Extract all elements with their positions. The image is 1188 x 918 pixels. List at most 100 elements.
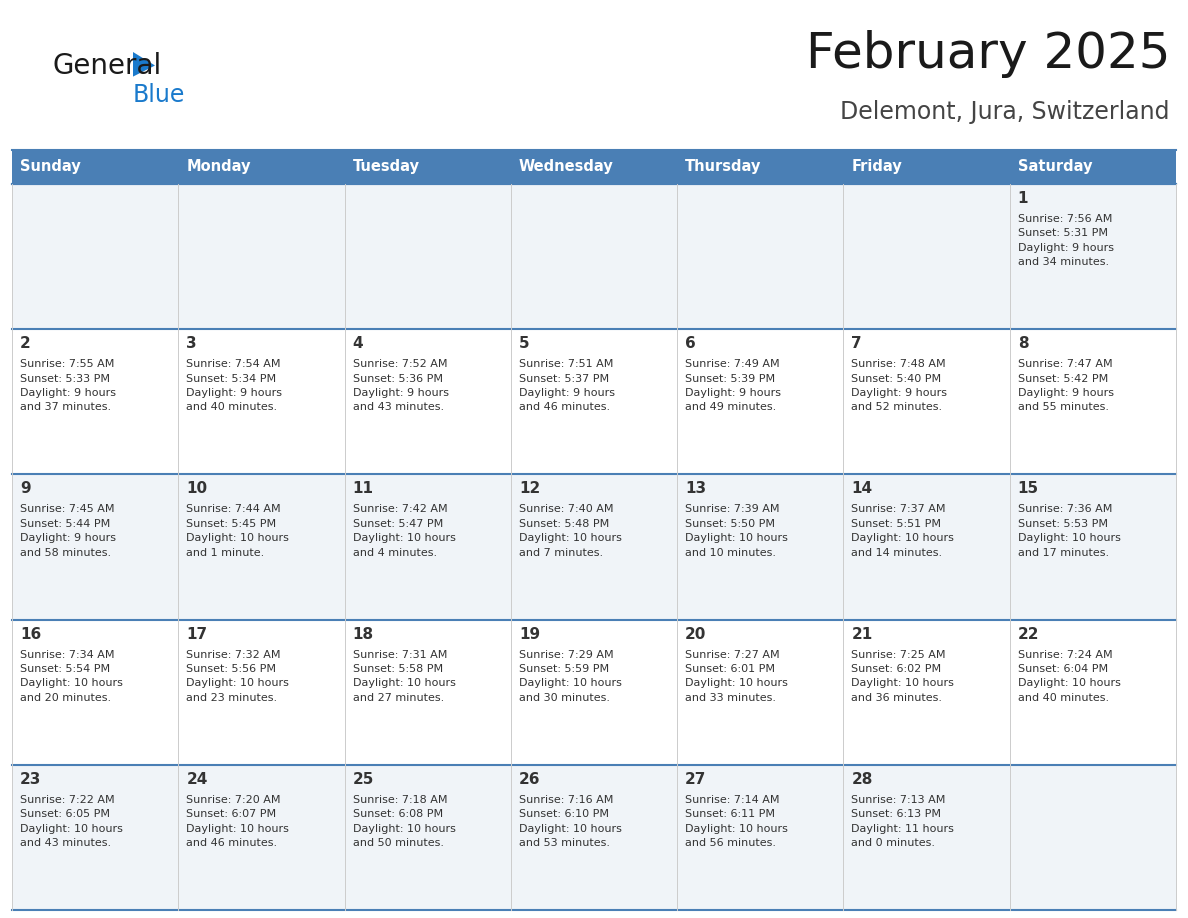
Bar <box>843 330 1010 475</box>
Bar <box>677 620 843 765</box>
Text: 28: 28 <box>852 772 873 787</box>
Bar <box>178 330 345 475</box>
Bar <box>511 330 677 475</box>
Bar <box>1010 475 1176 620</box>
Text: Sunday: Sunday <box>20 160 81 174</box>
Text: 18: 18 <box>353 627 374 642</box>
Bar <box>345 150 511 184</box>
Bar <box>345 475 511 620</box>
Text: Sunrise: 7:40 AM
Sunset: 5:48 PM
Daylight: 10 hours
and 7 minutes.: Sunrise: 7:40 AM Sunset: 5:48 PM Dayligh… <box>519 504 621 557</box>
Text: 22: 22 <box>1018 627 1040 642</box>
Text: Monday: Monday <box>187 160 251 174</box>
Text: Sunrise: 7:34 AM
Sunset: 5:54 PM
Daylight: 10 hours
and 20 minutes.: Sunrise: 7:34 AM Sunset: 5:54 PM Dayligh… <box>20 650 122 703</box>
Text: Sunrise: 7:25 AM
Sunset: 6:02 PM
Daylight: 10 hours
and 36 minutes.: Sunrise: 7:25 AM Sunset: 6:02 PM Dayligh… <box>852 650 954 703</box>
Text: Wednesday: Wednesday <box>519 160 614 174</box>
Text: Sunrise: 7:22 AM
Sunset: 6:05 PM
Daylight: 10 hours
and 43 minutes.: Sunrise: 7:22 AM Sunset: 6:05 PM Dayligh… <box>20 795 122 848</box>
Text: 14: 14 <box>852 481 872 497</box>
Text: Sunrise: 7:54 AM
Sunset: 5:34 PM
Daylight: 9 hours
and 40 minutes.: Sunrise: 7:54 AM Sunset: 5:34 PM Dayligh… <box>187 359 283 412</box>
Text: Sunrise: 7:47 AM
Sunset: 5:42 PM
Daylight: 9 hours
and 55 minutes.: Sunrise: 7:47 AM Sunset: 5:42 PM Dayligh… <box>1018 359 1113 412</box>
Bar <box>178 765 345 910</box>
Bar <box>178 150 345 184</box>
Text: Sunrise: 7:27 AM
Sunset: 6:01 PM
Daylight: 10 hours
and 33 minutes.: Sunrise: 7:27 AM Sunset: 6:01 PM Dayligh… <box>685 650 788 703</box>
Bar <box>345 765 511 910</box>
Bar <box>843 475 1010 620</box>
Text: Thursday: Thursday <box>685 160 762 174</box>
Text: Sunrise: 7:14 AM
Sunset: 6:11 PM
Daylight: 10 hours
and 56 minutes.: Sunrise: 7:14 AM Sunset: 6:11 PM Dayligh… <box>685 795 788 848</box>
Bar <box>1010 184 1176 330</box>
Text: 13: 13 <box>685 481 707 497</box>
Bar <box>1010 620 1176 765</box>
Text: Sunrise: 7:13 AM
Sunset: 6:13 PM
Daylight: 11 hours
and 0 minutes.: Sunrise: 7:13 AM Sunset: 6:13 PM Dayligh… <box>852 795 954 848</box>
Text: 5: 5 <box>519 336 530 352</box>
Bar <box>677 184 843 330</box>
Text: 26: 26 <box>519 772 541 787</box>
Bar <box>12 620 178 765</box>
Text: Sunrise: 7:31 AM
Sunset: 5:58 PM
Daylight: 10 hours
and 27 minutes.: Sunrise: 7:31 AM Sunset: 5:58 PM Dayligh… <box>353 650 455 703</box>
Text: 10: 10 <box>187 481 208 497</box>
Bar <box>345 620 511 765</box>
Text: 24: 24 <box>187 772 208 787</box>
Bar <box>178 475 345 620</box>
Text: 19: 19 <box>519 627 541 642</box>
Text: Sunrise: 7:42 AM
Sunset: 5:47 PM
Daylight: 10 hours
and 4 minutes.: Sunrise: 7:42 AM Sunset: 5:47 PM Dayligh… <box>353 504 455 557</box>
Text: Sunrise: 7:18 AM
Sunset: 6:08 PM
Daylight: 10 hours
and 50 minutes.: Sunrise: 7:18 AM Sunset: 6:08 PM Dayligh… <box>353 795 455 848</box>
Bar <box>677 330 843 475</box>
Polygon shape <box>133 52 154 76</box>
Text: 11: 11 <box>353 481 373 497</box>
Bar <box>12 330 178 475</box>
Bar <box>178 184 345 330</box>
Text: 1: 1 <box>1018 191 1029 206</box>
Bar <box>1010 330 1176 475</box>
Text: Sunrise: 7:36 AM
Sunset: 5:53 PM
Daylight: 10 hours
and 17 minutes.: Sunrise: 7:36 AM Sunset: 5:53 PM Dayligh… <box>1018 504 1120 557</box>
Bar <box>511 150 677 184</box>
Text: Sunrise: 7:52 AM
Sunset: 5:36 PM
Daylight: 9 hours
and 43 minutes.: Sunrise: 7:52 AM Sunset: 5:36 PM Dayligh… <box>353 359 449 412</box>
Bar <box>12 150 178 184</box>
Bar <box>677 765 843 910</box>
Bar <box>1010 150 1176 184</box>
Bar <box>1010 765 1176 910</box>
Text: Sunrise: 7:56 AM
Sunset: 5:31 PM
Daylight: 9 hours
and 34 minutes.: Sunrise: 7:56 AM Sunset: 5:31 PM Dayligh… <box>1018 214 1113 267</box>
Text: Friday: Friday <box>852 160 902 174</box>
Text: Sunrise: 7:32 AM
Sunset: 5:56 PM
Daylight: 10 hours
and 23 minutes.: Sunrise: 7:32 AM Sunset: 5:56 PM Dayligh… <box>187 650 289 703</box>
Text: 3: 3 <box>187 336 197 352</box>
Bar <box>677 475 843 620</box>
Text: 4: 4 <box>353 336 364 352</box>
Bar <box>12 184 178 330</box>
Text: 20: 20 <box>685 627 707 642</box>
Bar <box>178 620 345 765</box>
Bar <box>843 184 1010 330</box>
Text: 16: 16 <box>20 627 42 642</box>
Bar <box>843 620 1010 765</box>
Bar <box>843 765 1010 910</box>
Text: 21: 21 <box>852 627 873 642</box>
Bar <box>511 620 677 765</box>
Text: Sunrise: 7:24 AM
Sunset: 6:04 PM
Daylight: 10 hours
and 40 minutes.: Sunrise: 7:24 AM Sunset: 6:04 PM Dayligh… <box>1018 650 1120 703</box>
Bar <box>12 475 178 620</box>
Text: 12: 12 <box>519 481 541 497</box>
Bar <box>345 184 511 330</box>
Text: Sunrise: 7:16 AM
Sunset: 6:10 PM
Daylight: 10 hours
and 53 minutes.: Sunrise: 7:16 AM Sunset: 6:10 PM Dayligh… <box>519 795 621 848</box>
Text: 9: 9 <box>20 481 31 497</box>
Text: Sunrise: 7:48 AM
Sunset: 5:40 PM
Daylight: 9 hours
and 52 minutes.: Sunrise: 7:48 AM Sunset: 5:40 PM Dayligh… <box>852 359 947 412</box>
Text: Delemont, Jura, Switzerland: Delemont, Jura, Switzerland <box>840 100 1170 124</box>
Text: Sunrise: 7:51 AM
Sunset: 5:37 PM
Daylight: 9 hours
and 46 minutes.: Sunrise: 7:51 AM Sunset: 5:37 PM Dayligh… <box>519 359 615 412</box>
Text: 15: 15 <box>1018 481 1038 497</box>
Text: 23: 23 <box>20 772 42 787</box>
Bar <box>511 184 677 330</box>
Text: 17: 17 <box>187 627 208 642</box>
Bar <box>345 330 511 475</box>
Text: 25: 25 <box>353 772 374 787</box>
Text: Blue: Blue <box>133 83 185 107</box>
Text: Tuesday: Tuesday <box>353 160 419 174</box>
Text: Sunrise: 7:49 AM
Sunset: 5:39 PM
Daylight: 9 hours
and 49 minutes.: Sunrise: 7:49 AM Sunset: 5:39 PM Dayligh… <box>685 359 782 412</box>
Text: Sunrise: 7:55 AM
Sunset: 5:33 PM
Daylight: 9 hours
and 37 minutes.: Sunrise: 7:55 AM Sunset: 5:33 PM Dayligh… <box>20 359 116 412</box>
Text: Sunrise: 7:29 AM
Sunset: 5:59 PM
Daylight: 10 hours
and 30 minutes.: Sunrise: 7:29 AM Sunset: 5:59 PM Dayligh… <box>519 650 621 703</box>
Text: Sunrise: 7:37 AM
Sunset: 5:51 PM
Daylight: 10 hours
and 14 minutes.: Sunrise: 7:37 AM Sunset: 5:51 PM Dayligh… <box>852 504 954 557</box>
Bar <box>12 765 178 910</box>
Bar <box>843 150 1010 184</box>
Text: February 2025: February 2025 <box>805 30 1170 78</box>
Text: 27: 27 <box>685 772 707 787</box>
Text: Saturday: Saturday <box>1018 160 1092 174</box>
Text: Sunrise: 7:39 AM
Sunset: 5:50 PM
Daylight: 10 hours
and 10 minutes.: Sunrise: 7:39 AM Sunset: 5:50 PM Dayligh… <box>685 504 788 557</box>
Text: 7: 7 <box>852 336 862 352</box>
